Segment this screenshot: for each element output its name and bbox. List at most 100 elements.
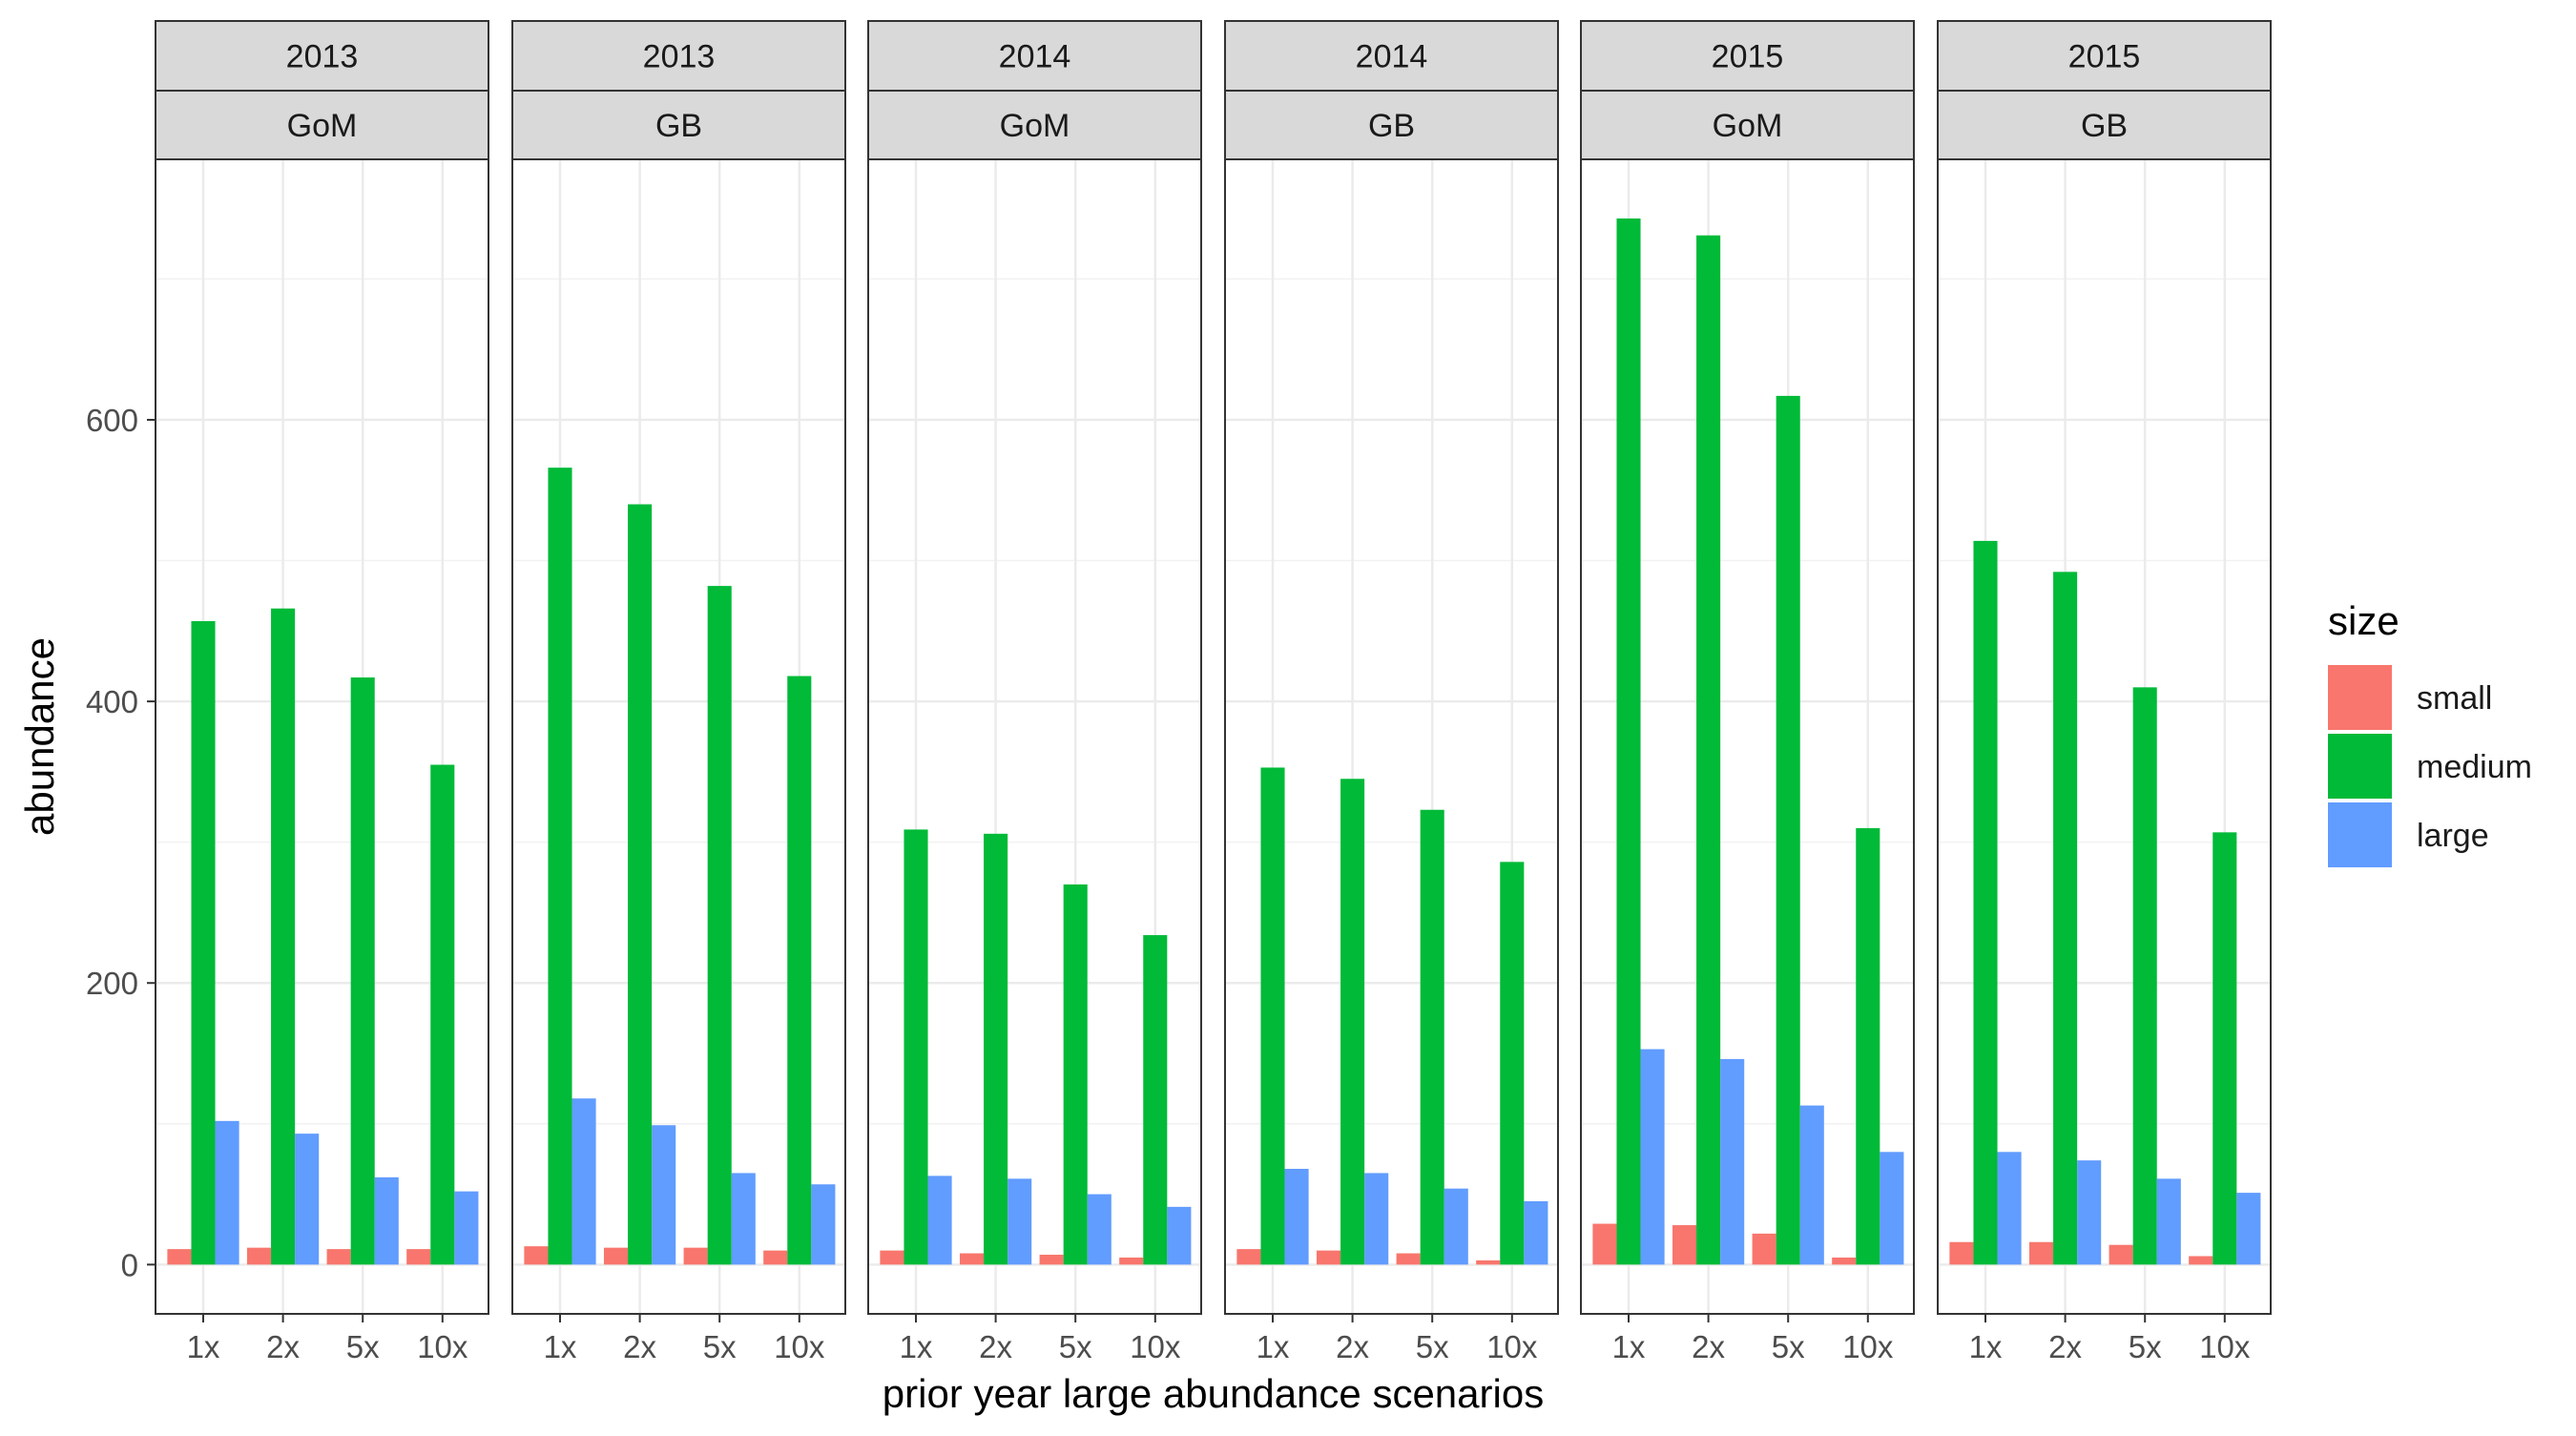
x-tick-label: 10x [2199, 1329, 2251, 1364]
legend-label-small: small [2417, 680, 2492, 717]
bar-medium [1696, 235, 1721, 1265]
bar-small [1832, 1257, 1857, 1265]
bar-small [603, 1247, 629, 1265]
panel-border [867, 158, 1202, 1315]
bar-large [215, 1120, 239, 1265]
bar-medium [1616, 218, 1641, 1265]
bar-large [1364, 1173, 1389, 1265]
facet-strip-year [1580, 20, 1915, 92]
facet-strip-region [1224, 90, 1559, 160]
bar-large [652, 1125, 676, 1265]
bar-medium [548, 468, 572, 1265]
facet-strip-region-label: GoM [1713, 108, 1783, 144]
facet-strip-year-label: 2013 [286, 39, 359, 75]
bar-small [1039, 1255, 1064, 1265]
facet-strip-region-label: GB [2081, 108, 2128, 144]
bar-large [811, 1184, 836, 1265]
bar-large [1087, 1194, 1111, 1265]
bar-large [2077, 1160, 2102, 1265]
bar-medium [1260, 767, 1285, 1265]
panel-border [155, 158, 489, 1315]
bar-large [1167, 1206, 1192, 1265]
x-tick-label: 5x [1772, 1329, 1805, 1364]
bar-small [1949, 1241, 1974, 1265]
bar-medium [1856, 827, 1880, 1265]
x-tick-label: 5x [703, 1329, 737, 1364]
bar-large [1008, 1178, 1032, 1265]
x-tick-label: 2x [2048, 1329, 2082, 1364]
facet-strip-region [1580, 90, 1915, 160]
panel-border [1937, 158, 2272, 1315]
x-tick-label: 2x [1336, 1329, 1369, 1364]
bar-large [1640, 1049, 1665, 1265]
facet-strip-year-label: 2013 [643, 39, 716, 75]
bar-large [1997, 1152, 2022, 1265]
bar-large [454, 1191, 479, 1265]
bar-small [1592, 1223, 1617, 1265]
facet-strip-region-label: GB [655, 108, 702, 144]
bar-small [167, 1249, 192, 1265]
bar-large [2236, 1193, 2261, 1265]
facet-strip-year-label: 2014 [999, 39, 1071, 75]
bar-medium [430, 764, 455, 1265]
legend-key-medium [2328, 734, 2392, 799]
panel-border [1224, 158, 1559, 1315]
x-tick-label: 10x [774, 1329, 825, 1364]
bar-small [880, 1250, 904, 1265]
facet-strip-year-label: 2015 [1712, 39, 1784, 75]
bar-medium [350, 677, 375, 1265]
bar-large [374, 1176, 399, 1265]
bar-medium [1973, 540, 1998, 1265]
bar-large [1720, 1058, 1745, 1265]
bar-medium [904, 829, 928, 1265]
x-axis-title: prior year large abundance scenarios [883, 1371, 1544, 1416]
legend-title: size [2328, 598, 2399, 643]
x-tick-label: 5x [2129, 1329, 2162, 1364]
bar-medium [628, 504, 653, 1265]
bar-medium [1500, 862, 1525, 1265]
x-tick-label: 1x [1612, 1329, 1646, 1364]
facet-strip-year-label: 2015 [2068, 39, 2141, 75]
bar-medium [984, 833, 1008, 1265]
panel-border [511, 158, 846, 1315]
x-tick-label: 10x [1842, 1329, 1894, 1364]
x-tick-label: 10x [1130, 1329, 1181, 1364]
y-tick-label: 600 [86, 403, 138, 438]
bar-medium [2053, 572, 2078, 1265]
x-tick-label: 1x [1969, 1329, 2003, 1364]
facet-strip-region-label: GoM [1000, 108, 1070, 144]
facet-strip-year [511, 20, 846, 92]
x-tick-label: 2x [1692, 1329, 1725, 1364]
x-tick-label: 2x [266, 1329, 300, 1364]
bar-small [1396, 1253, 1421, 1265]
bar-medium [1063, 884, 1088, 1265]
facet-strip-region [511, 90, 846, 160]
facet-strip-year [1224, 20, 1559, 92]
bar-large [1524, 1200, 1548, 1265]
bar-medium [1143, 935, 1168, 1265]
bar-small [1236, 1249, 1261, 1265]
bar-large [1284, 1169, 1309, 1265]
bar-small [1476, 1259, 1501, 1265]
facet-strip-region-label: GB [1368, 108, 1415, 144]
facet-strip-year [1937, 20, 2272, 92]
bar-small [763, 1250, 788, 1265]
bar-small [1119, 1257, 1144, 1265]
bar-medium [2212, 832, 2237, 1265]
legend-label-large: large [2417, 818, 2489, 854]
bar-medium [271, 608, 296, 1265]
bar-large [2156, 1178, 2181, 1265]
bar-small [2028, 1241, 2054, 1265]
x-tick-label: 5x [1059, 1329, 1092, 1364]
y-tick-label: 0 [121, 1247, 138, 1282]
facet-strip-region [1937, 90, 2272, 160]
facet-strip-year-label: 2014 [1356, 39, 1428, 75]
bar-small [683, 1247, 708, 1265]
bar-medium [1776, 395, 1800, 1265]
bar-small [246, 1247, 272, 1265]
x-tick-label: 1x [187, 1329, 220, 1364]
bar-large [927, 1176, 952, 1265]
bar-small [524, 1246, 549, 1265]
